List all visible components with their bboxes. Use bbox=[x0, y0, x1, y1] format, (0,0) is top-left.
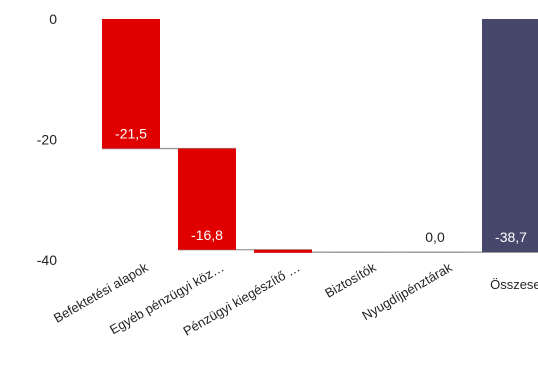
data-label: -38,7 bbox=[495, 229, 527, 245]
x-category-label: Összesen bbox=[490, 277, 538, 292]
data-label: 0,0 bbox=[425, 229, 445, 245]
waterfall-bar bbox=[102, 19, 160, 149]
bars bbox=[102, 19, 538, 253]
waterfall-bar bbox=[178, 148, 236, 250]
data-label: -16,8 bbox=[191, 227, 223, 243]
waterfall-bar bbox=[254, 249, 312, 253]
y-tick-label: -20 bbox=[37, 132, 57, 148]
data-label: -21,5 bbox=[115, 126, 147, 142]
y-axis: 0 -20 -40 bbox=[37, 11, 57, 268]
x-category-label: Biztosítók bbox=[322, 259, 379, 300]
y-tick-label: 0 bbox=[49, 11, 57, 27]
waterfall-bar bbox=[482, 19, 538, 253]
connector-lines bbox=[102, 147, 538, 253]
data-labels: -21,5 -16,8 0,0 -38,7 bbox=[115, 126, 527, 246]
y-tick-label: -40 bbox=[37, 252, 57, 268]
